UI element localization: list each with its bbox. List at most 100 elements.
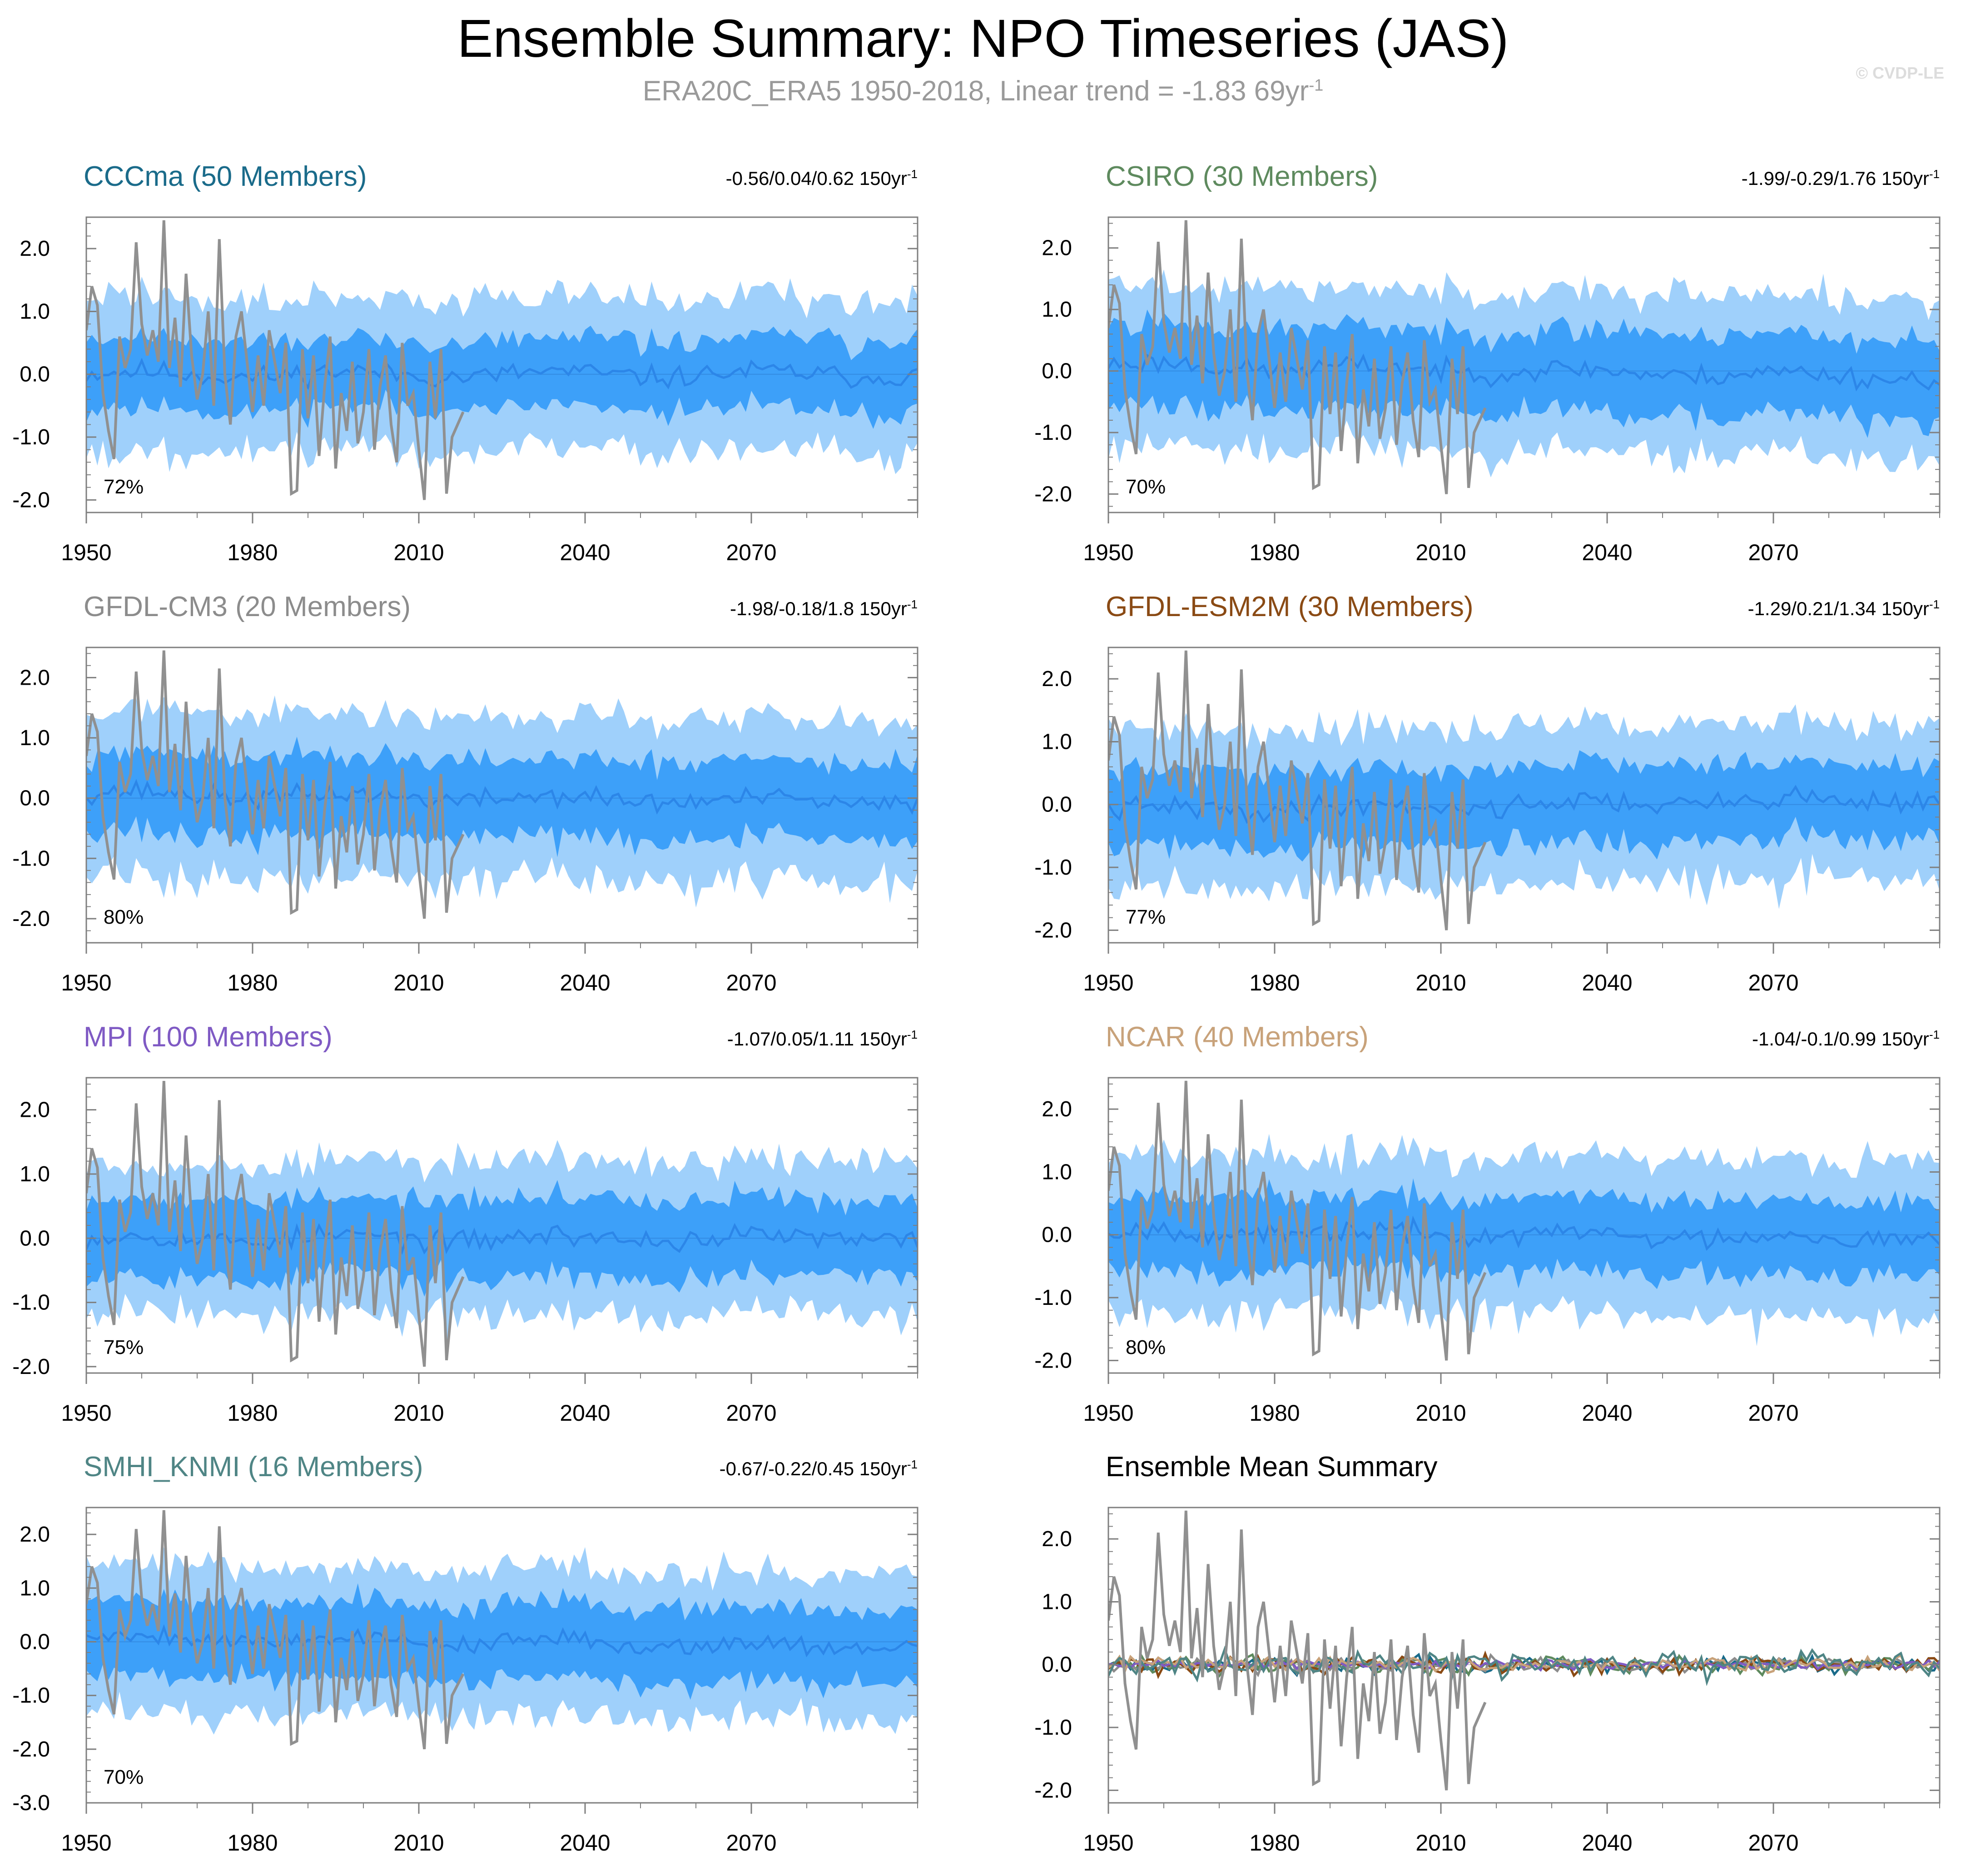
panel-trend-smhi-knmi: -0.67/-0.22/0.45 150yr-1	[600, 1458, 918, 1480]
trend-text: -1.04/-0.1/0.99 150yr	[1752, 1028, 1929, 1050]
ytick-label-smhi-knmi: -2.0	[12, 1737, 50, 1762]
ytick-label-mpi: -1.0	[12, 1291, 50, 1315]
panel-ensemble-mean-summary: 2.0 1.0 0.0 -1.0 -2.0 1950 1980 2010 2040 2070	[1034, 1507, 1941, 1856]
observations-line-smhi-knmi	[86, 1510, 465, 1750]
xtick-label-mpi: 2040	[560, 1400, 610, 1426]
panel-title-ensemble-mean-summary: Ensemble Mean Summary	[1106, 1451, 1438, 1483]
trend-exponent: -1	[907, 167, 918, 181]
xtick-label-ncar: 1980	[1249, 1400, 1300, 1426]
ytick-label-mpi: 0.0	[20, 1226, 50, 1250]
ytick-label-mpi: 2.0	[20, 1098, 50, 1122]
ytick-label-gfdl-cm3: 2.0	[20, 666, 50, 690]
xtick-label-ensemble-mean-summary: 1980	[1249, 1830, 1300, 1856]
percent-label-gfdl-esm2m: 77%	[1126, 906, 1166, 928]
xtick-label-mpi: 2070	[726, 1400, 776, 1426]
plot-frame-gfdl-esm2m	[1107, 647, 1941, 944]
xtick-label-smhi-knmi: 2010	[393, 1830, 444, 1856]
trend-text: -0.67/-0.22/0.45 150yr	[719, 1458, 907, 1479]
xtick-label-cccma: 2070	[726, 540, 776, 565]
plot-area-mpi	[86, 1080, 918, 1367]
figure-subtitle: ERA20C_ERA5 1950-2018, Linear trend = -1…	[0, 75, 1966, 107]
plot-area-gfdl-cm3	[86, 650, 918, 919]
xtick-label-cccma: 2040	[560, 540, 610, 565]
percent-label-smhi-knmi: 70%	[104, 1766, 144, 1788]
xtick-label-ensemble-mean-summary: 2070	[1748, 1830, 1798, 1856]
plot-area-csiro	[1108, 220, 1940, 494]
panel-trend-cccma: -0.56/0.04/0.62 150yr-1	[600, 167, 918, 189]
xtick-label-ensemble-mean-summary: 2040	[1582, 1830, 1632, 1856]
xtick-label-gfdl-cm3: 2070	[726, 970, 776, 995]
panel-title-csiro: CSIRO (30 Members)	[1106, 161, 1378, 192]
subtitle-exponent: -1	[1309, 75, 1324, 95]
ytick-label-ncar: -2.0	[1034, 1349, 1072, 1373]
band-25-75-gfdl-cm3	[86, 736, 918, 857]
xtick-label-ensemble-mean-summary: 2010	[1415, 1830, 1466, 1856]
ytick-label-csiro: 2.0	[1042, 236, 1072, 260]
panel-trend-gfdl-cm3: -1.98/-0.18/1.8 150yr-1	[600, 597, 918, 620]
xtick-label-gfdl-cm3: 2040	[560, 970, 610, 995]
ensemble-mean-line-gfdl-esm2m	[1108, 785, 1940, 824]
plot-frame-csiro	[1107, 216, 1941, 513]
plot-area-gfdl-esm2m	[1108, 650, 1940, 931]
ytick-label-cccma: 2.0	[20, 237, 50, 261]
panel-trend-csiro: -1.99/-0.29/1.76 150yr-1	[1622, 167, 1940, 189]
plot-frame-ncar	[1107, 1077, 1941, 1374]
trend-exponent: -1	[907, 1028, 918, 1041]
xtick-label-gfdl-cm3: 2010	[393, 970, 444, 995]
xtick-label-ncar: 2040	[1582, 1400, 1632, 1426]
ytick-label-gfdl-cm3: 0.0	[20, 786, 50, 811]
panel-csiro: 2.0 1.0 0.0 -1.0 -2.0 1950 1980 2010 2040 2070 70%	[1034, 216, 1941, 565]
observations-line-cccma	[86, 220, 465, 500]
ytick-label-gfdl-esm2m: -1.0	[1034, 856, 1072, 880]
xtick-label-csiro: 2010	[1415, 540, 1466, 565]
ytick-label-ncar: 1.0	[1042, 1160, 1072, 1184]
trend-text: -0.56/0.04/0.62 150yr	[725, 168, 907, 189]
xtick-label-smhi-knmi: 1980	[227, 1830, 278, 1856]
percent-label-cccma: 72%	[104, 476, 144, 498]
panel-title-mpi: MPI (100 Members)	[84, 1021, 333, 1053]
xtick-label-gfdl-esm2m: 2040	[1582, 970, 1632, 995]
xtick-label-csiro: 2040	[1582, 540, 1632, 565]
plot-frame-ensemble-mean-summary	[1107, 1507, 1941, 1804]
observations-line-gfdl-cm3	[86, 650, 465, 919]
ytick-label-smhi-knmi: 2.0	[20, 1523, 50, 1547]
plot-area-cccma	[86, 220, 918, 500]
ytick-label-ensemble-mean-summary: -1.0	[1034, 1716, 1072, 1740]
xtick-label-smhi-knmi: 2040	[560, 1830, 610, 1856]
xtick-label-ncar: 2070	[1748, 1400, 1798, 1426]
panel-ncar: 2.0 1.0 0.0 -1.0 -2.0 1950 1980 2010 2040 2070 80%	[1034, 1077, 1941, 1426]
observations-line-csiro	[1108, 220, 1487, 494]
panel-trend-mpi: -1.07/0.05/1.11 150yr-1	[600, 1028, 918, 1050]
xtick-label-ncar: 1950	[1083, 1400, 1133, 1426]
panel-trend-ncar: -1.04/-0.1/0.99 150yr-1	[1622, 1028, 1940, 1050]
trend-text: -1.29/0.21/1.34 150yr	[1748, 598, 1929, 619]
band-25-75-gfdl-esm2m	[1108, 750, 1940, 862]
ytick-label-csiro: -2.0	[1034, 482, 1072, 506]
xtick-label-gfdl-esm2m: 1950	[1083, 970, 1133, 995]
panel-title-gfdl-esm2m: GFDL-ESM2M (30 Members)	[1106, 591, 1474, 622]
ytick-label-gfdl-cm3: 1.0	[20, 726, 50, 750]
plot-area-ncar	[1108, 1080, 1940, 1361]
xtick-label-smhi-knmi: 2070	[726, 1830, 776, 1856]
xtick-label-smhi-knmi: 1950	[61, 1830, 111, 1856]
xtick-label-csiro: 2070	[1748, 540, 1798, 565]
ytick-label-csiro: 0.0	[1042, 359, 1072, 383]
panel-title-gfdl-cm3: GFDL-CM3 (20 Members)	[84, 591, 411, 622]
band-25-75-csiro	[1108, 309, 1940, 438]
xtick-label-gfdl-esm2m: 1980	[1249, 970, 1300, 995]
plot-frame-smhi-knmi	[85, 1507, 918, 1804]
xtick-label-gfdl-cm3: 1980	[227, 970, 278, 995]
trend-exponent: -1	[1929, 1028, 1940, 1041]
observations-line-gfdl-esm2m	[1108, 650, 1487, 931]
panel-mpi: 2.0 1.0 0.0 -1.0 -2.0 1950 1980 2010 2040 2070 75%	[12, 1077, 918, 1426]
ytick-label-csiro: 1.0	[1042, 298, 1072, 322]
xtick-label-mpi: 1980	[227, 1400, 278, 1426]
panel-cccma: 2.0 1.0 0.0 -1.0 -2.0 1950 1980 2010 2040 2070 72%	[12, 216, 918, 565]
plot-area-smhi-knmi	[86, 1510, 918, 1750]
percent-label-gfdl-cm3: 80%	[104, 906, 144, 928]
ytick-label-cccma: -2.0	[12, 488, 50, 512]
ytick-label-cccma: 0.0	[20, 363, 50, 387]
figure-title: Ensemble Summary: NPO Timeseries (JAS)	[457, 9, 1509, 69]
ytick-label-ncar: -1.0	[1034, 1286, 1072, 1310]
